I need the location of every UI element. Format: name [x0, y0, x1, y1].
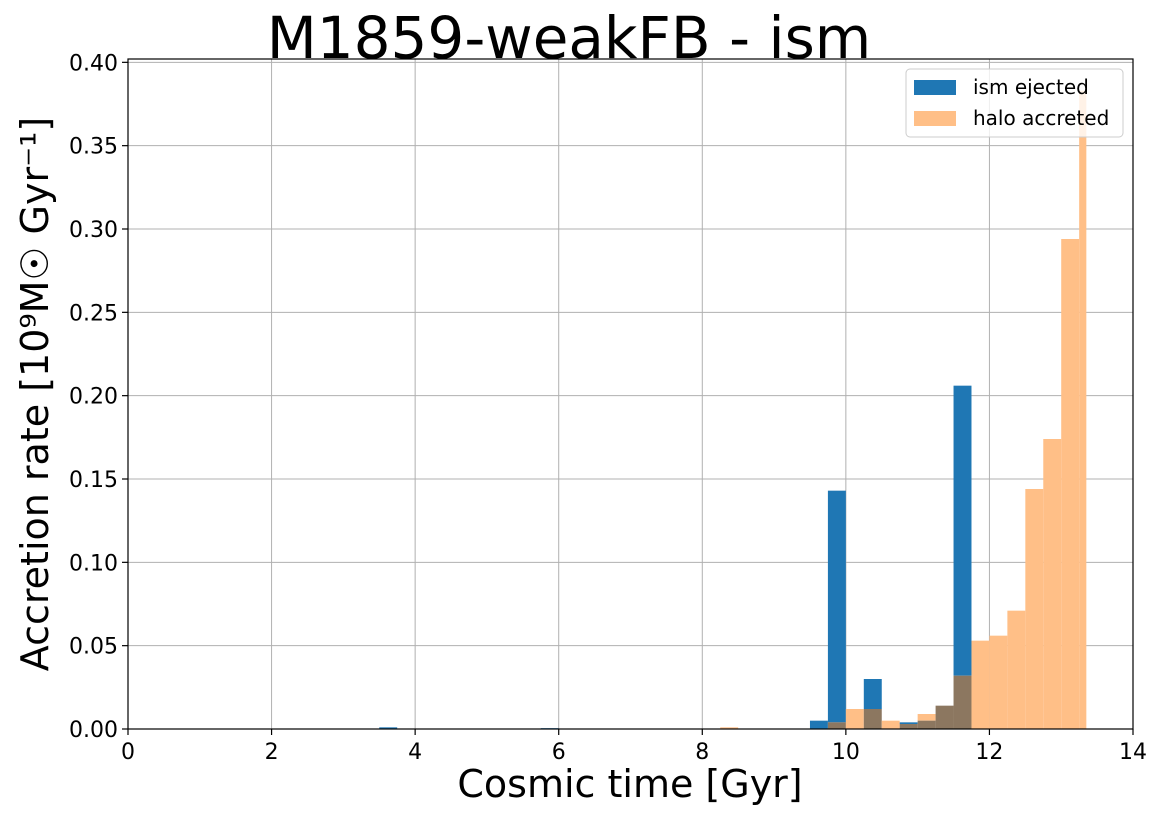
legend-swatch [914, 80, 956, 95]
grid [127, 59, 1134, 730]
histogram-bar [953, 385, 972, 676]
x-tick-label: 10 [832, 740, 860, 765]
x-tick-label: 6 [552, 740, 566, 765]
y-tick-label: 0.10 [69, 551, 118, 576]
x-tick-label: 0 [121, 740, 135, 765]
legend-swatch [914, 111, 956, 126]
histogram-bar-overlap [935, 705, 954, 729]
histogram-bar [917, 714, 936, 721]
legend-label: ism ejected [973, 75, 1089, 99]
histogram-bar-overlap [899, 724, 918, 729]
histogram-bar [863, 679, 882, 709]
histogram-bar [845, 709, 864, 729]
y-tick-label: 0.20 [69, 385, 118, 410]
histogram-bar [899, 722, 918, 724]
histogram-bar-overlap [827, 722, 846, 729]
histogram-bar [809, 720, 828, 729]
x-tick-label: 12 [975, 740, 1003, 765]
x-tick-label: 8 [695, 740, 709, 765]
histogram-bar [881, 720, 900, 729]
histogram-bar [1007, 610, 1026, 729]
y-tick-label: 0.15 [69, 468, 118, 493]
legend-box [905, 68, 1124, 138]
y-tick-label: 0.00 [69, 718, 118, 743]
histogram-bar [989, 635, 1008, 729]
legend: ism ejected halo accreted [905, 68, 1124, 138]
y-tick-label: 0.40 [69, 51, 118, 76]
y-axis-label: Accretion rate [10⁹M☉ Gyr⁻¹] [13, 117, 57, 671]
y-tick-label: 0.05 [69, 635, 118, 660]
y-tick-label: 0.30 [69, 218, 118, 243]
x-axis-label: Cosmic time [Gyr] [457, 762, 802, 806]
ticks: 0 2 4 6 8 10 12 14 0.00 0.05 0.10 0.15 0.20 0.25 0.30 0… [69, 51, 1147, 765]
histogram-bar [1061, 239, 1080, 729]
plot-frame [127, 58, 1134, 730]
y-tick-label: 0.25 [69, 301, 118, 326]
histogram-bar-overlap [863, 709, 882, 729]
histogram-bar [379, 727, 398, 729]
x-tick-label: 14 [1119, 740, 1147, 765]
x-tick-label: 2 [265, 740, 279, 765]
bars [379, 90, 1087, 729]
y-tick-label: 0.35 [69, 135, 118, 160]
histogram-bar [827, 490, 846, 723]
histogram-bar [971, 640, 990, 729]
chart-title: M1859-weakFB - ism [267, 4, 872, 72]
x-tick-label: 4 [408, 740, 422, 765]
histogram-bar [1079, 90, 1087, 729]
histogram-bar [1043, 439, 1062, 729]
histogram-bar [1025, 489, 1044, 729]
histogram-bar-overlap [953, 675, 972, 729]
histogram-bar-overlap [917, 720, 936, 729]
histogram-bar [720, 727, 739, 729]
legend-label: halo accreted [973, 106, 1109, 130]
